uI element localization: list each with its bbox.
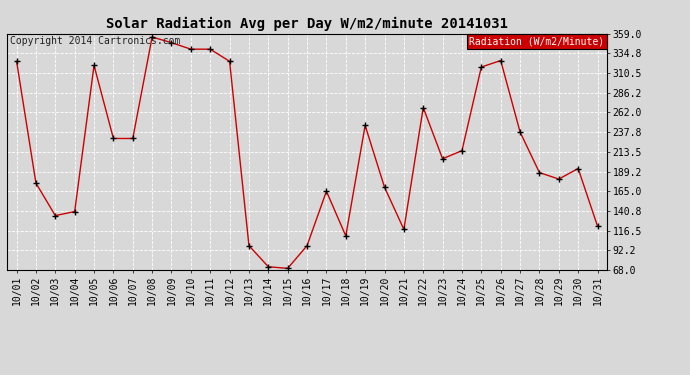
Text: Copyright 2014 Cartronics.com: Copyright 2014 Cartronics.com [10, 36, 180, 46]
Text: Radiation (W/m2/Minute): Radiation (W/m2/Minute) [469, 36, 604, 46]
Title: Solar Radiation Avg per Day W/m2/minute 20141031: Solar Radiation Avg per Day W/m2/minute … [106, 17, 508, 31]
